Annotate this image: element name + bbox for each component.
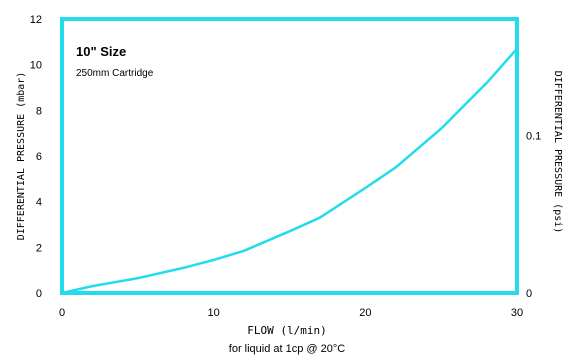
x-tick-label: 10: [208, 307, 220, 319]
plot-frame: [60, 17, 519, 295]
series-line-0: [60, 47, 519, 295]
y-tick-label: 6: [36, 151, 42, 163]
right-y-tick-label: 0: [526, 288, 532, 300]
x-axis-sublabel: for liquid at 1cp @ 20°C: [229, 343, 346, 355]
y-axis-label-left: DIFFERENTIAL PRESSURE (mbar): [16, 72, 27, 241]
y-tick-label: 2: [36, 242, 42, 254]
right-y-tick-label: 0.1: [526, 130, 541, 142]
x-tick-label: 20: [359, 307, 371, 319]
chart-title: 10" Size: [76, 44, 126, 59]
x-tick-label: 0: [59, 307, 65, 319]
x-axis-label: FLOW (l/min): [247, 324, 326, 337]
y-axis-label-right: DIFFERENTIAL PRESSURE (psi): [552, 71, 563, 234]
y-tick-label: 12: [30, 14, 42, 26]
chart-subtitle: 250mm Cartridge: [76, 68, 154, 79]
x-tick-label: 30: [511, 307, 523, 319]
y-tick-label: 10: [30, 60, 42, 72]
y-tick-label: 4: [36, 197, 42, 209]
y-tick-label: 8: [36, 105, 42, 117]
y-tick-label: 0: [36, 288, 42, 300]
